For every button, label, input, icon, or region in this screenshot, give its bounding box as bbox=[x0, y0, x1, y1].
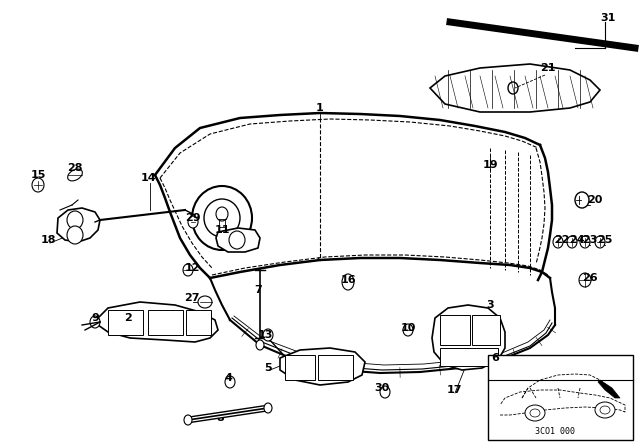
Ellipse shape bbox=[204, 199, 240, 237]
Ellipse shape bbox=[198, 296, 212, 308]
Ellipse shape bbox=[595, 402, 615, 418]
Ellipse shape bbox=[595, 236, 605, 248]
Ellipse shape bbox=[530, 409, 540, 417]
Ellipse shape bbox=[183, 264, 193, 276]
Text: 6: 6 bbox=[491, 353, 499, 363]
Text: 25: 25 bbox=[597, 235, 612, 245]
Text: 19: 19 bbox=[482, 160, 498, 170]
Polygon shape bbox=[598, 380, 620, 398]
Text: 18: 18 bbox=[40, 235, 56, 245]
Ellipse shape bbox=[263, 329, 273, 341]
Ellipse shape bbox=[67, 211, 83, 229]
Text: 14: 14 bbox=[140, 173, 156, 183]
Text: 5: 5 bbox=[264, 363, 272, 373]
Text: 7: 7 bbox=[254, 285, 262, 295]
Polygon shape bbox=[216, 228, 260, 252]
Text: 12: 12 bbox=[184, 263, 200, 273]
Bar bbox=[148, 310, 183, 335]
Text: 27: 27 bbox=[184, 293, 200, 303]
Ellipse shape bbox=[216, 207, 228, 221]
Text: 22: 22 bbox=[554, 235, 570, 245]
Polygon shape bbox=[98, 302, 218, 342]
Polygon shape bbox=[57, 208, 100, 242]
Ellipse shape bbox=[225, 376, 235, 388]
Text: 3: 3 bbox=[486, 300, 494, 310]
Bar bbox=[472, 315, 500, 345]
Text: 2: 2 bbox=[124, 313, 132, 323]
Text: 10: 10 bbox=[400, 323, 416, 333]
Text: 26: 26 bbox=[582, 273, 598, 283]
Text: 29: 29 bbox=[185, 213, 201, 223]
Bar bbox=[108, 310, 143, 335]
Text: 16: 16 bbox=[340, 275, 356, 285]
Ellipse shape bbox=[580, 236, 590, 248]
Ellipse shape bbox=[256, 340, 264, 350]
Ellipse shape bbox=[188, 216, 198, 228]
Text: 15: 15 bbox=[30, 170, 45, 180]
Bar bbox=[186, 310, 211, 335]
Ellipse shape bbox=[68, 169, 83, 181]
Text: 31: 31 bbox=[600, 13, 616, 23]
Text: 17: 17 bbox=[446, 385, 461, 395]
Text: 20: 20 bbox=[588, 195, 603, 205]
Ellipse shape bbox=[192, 186, 252, 250]
Bar bbox=[488, 355, 633, 440]
Bar bbox=[440, 315, 470, 345]
Ellipse shape bbox=[90, 316, 100, 328]
Text: 4: 4 bbox=[224, 373, 232, 383]
Ellipse shape bbox=[229, 231, 245, 249]
Text: 30: 30 bbox=[374, 383, 390, 393]
Ellipse shape bbox=[184, 415, 192, 425]
Polygon shape bbox=[432, 305, 505, 370]
Ellipse shape bbox=[380, 386, 390, 398]
Ellipse shape bbox=[508, 82, 518, 94]
Text: 13: 13 bbox=[257, 330, 273, 340]
Bar bbox=[440, 348, 498, 366]
Ellipse shape bbox=[32, 178, 44, 192]
Ellipse shape bbox=[567, 236, 577, 248]
Bar bbox=[318, 355, 353, 380]
Polygon shape bbox=[430, 64, 600, 112]
Ellipse shape bbox=[67, 226, 83, 244]
Ellipse shape bbox=[525, 405, 545, 421]
Ellipse shape bbox=[579, 273, 591, 287]
Ellipse shape bbox=[600, 406, 610, 414]
Text: 3CO1 000: 3CO1 000 bbox=[535, 427, 575, 436]
Text: 9: 9 bbox=[91, 313, 99, 323]
Polygon shape bbox=[280, 348, 365, 385]
Ellipse shape bbox=[264, 403, 272, 413]
Ellipse shape bbox=[575, 192, 589, 208]
Text: 8: 8 bbox=[216, 413, 224, 423]
Text: 24: 24 bbox=[569, 235, 585, 245]
Ellipse shape bbox=[553, 236, 563, 248]
Bar bbox=[285, 355, 315, 380]
Ellipse shape bbox=[342, 274, 354, 290]
Text: 11: 11 bbox=[214, 225, 230, 235]
Ellipse shape bbox=[403, 324, 413, 336]
Text: 28: 28 bbox=[67, 163, 83, 173]
Text: 1: 1 bbox=[316, 103, 324, 113]
Text: 21: 21 bbox=[540, 63, 556, 73]
Text: 23: 23 bbox=[582, 235, 598, 245]
